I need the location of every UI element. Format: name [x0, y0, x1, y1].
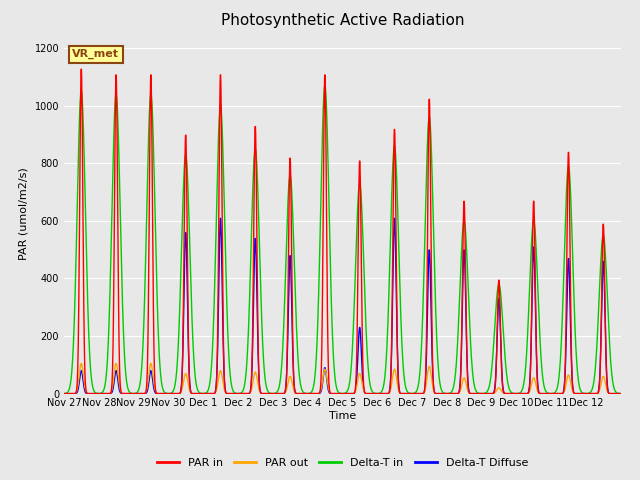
Text: VR_met: VR_met: [72, 49, 119, 59]
Y-axis label: PAR (umol/m2/s): PAR (umol/m2/s): [19, 167, 29, 260]
Legend: PAR in, PAR out, Delta-T in, Delta-T Diffuse: PAR in, PAR out, Delta-T in, Delta-T Dif…: [152, 453, 532, 472]
X-axis label: Time: Time: [329, 411, 356, 421]
Title: Photosynthetic Active Radiation: Photosynthetic Active Radiation: [221, 13, 464, 28]
